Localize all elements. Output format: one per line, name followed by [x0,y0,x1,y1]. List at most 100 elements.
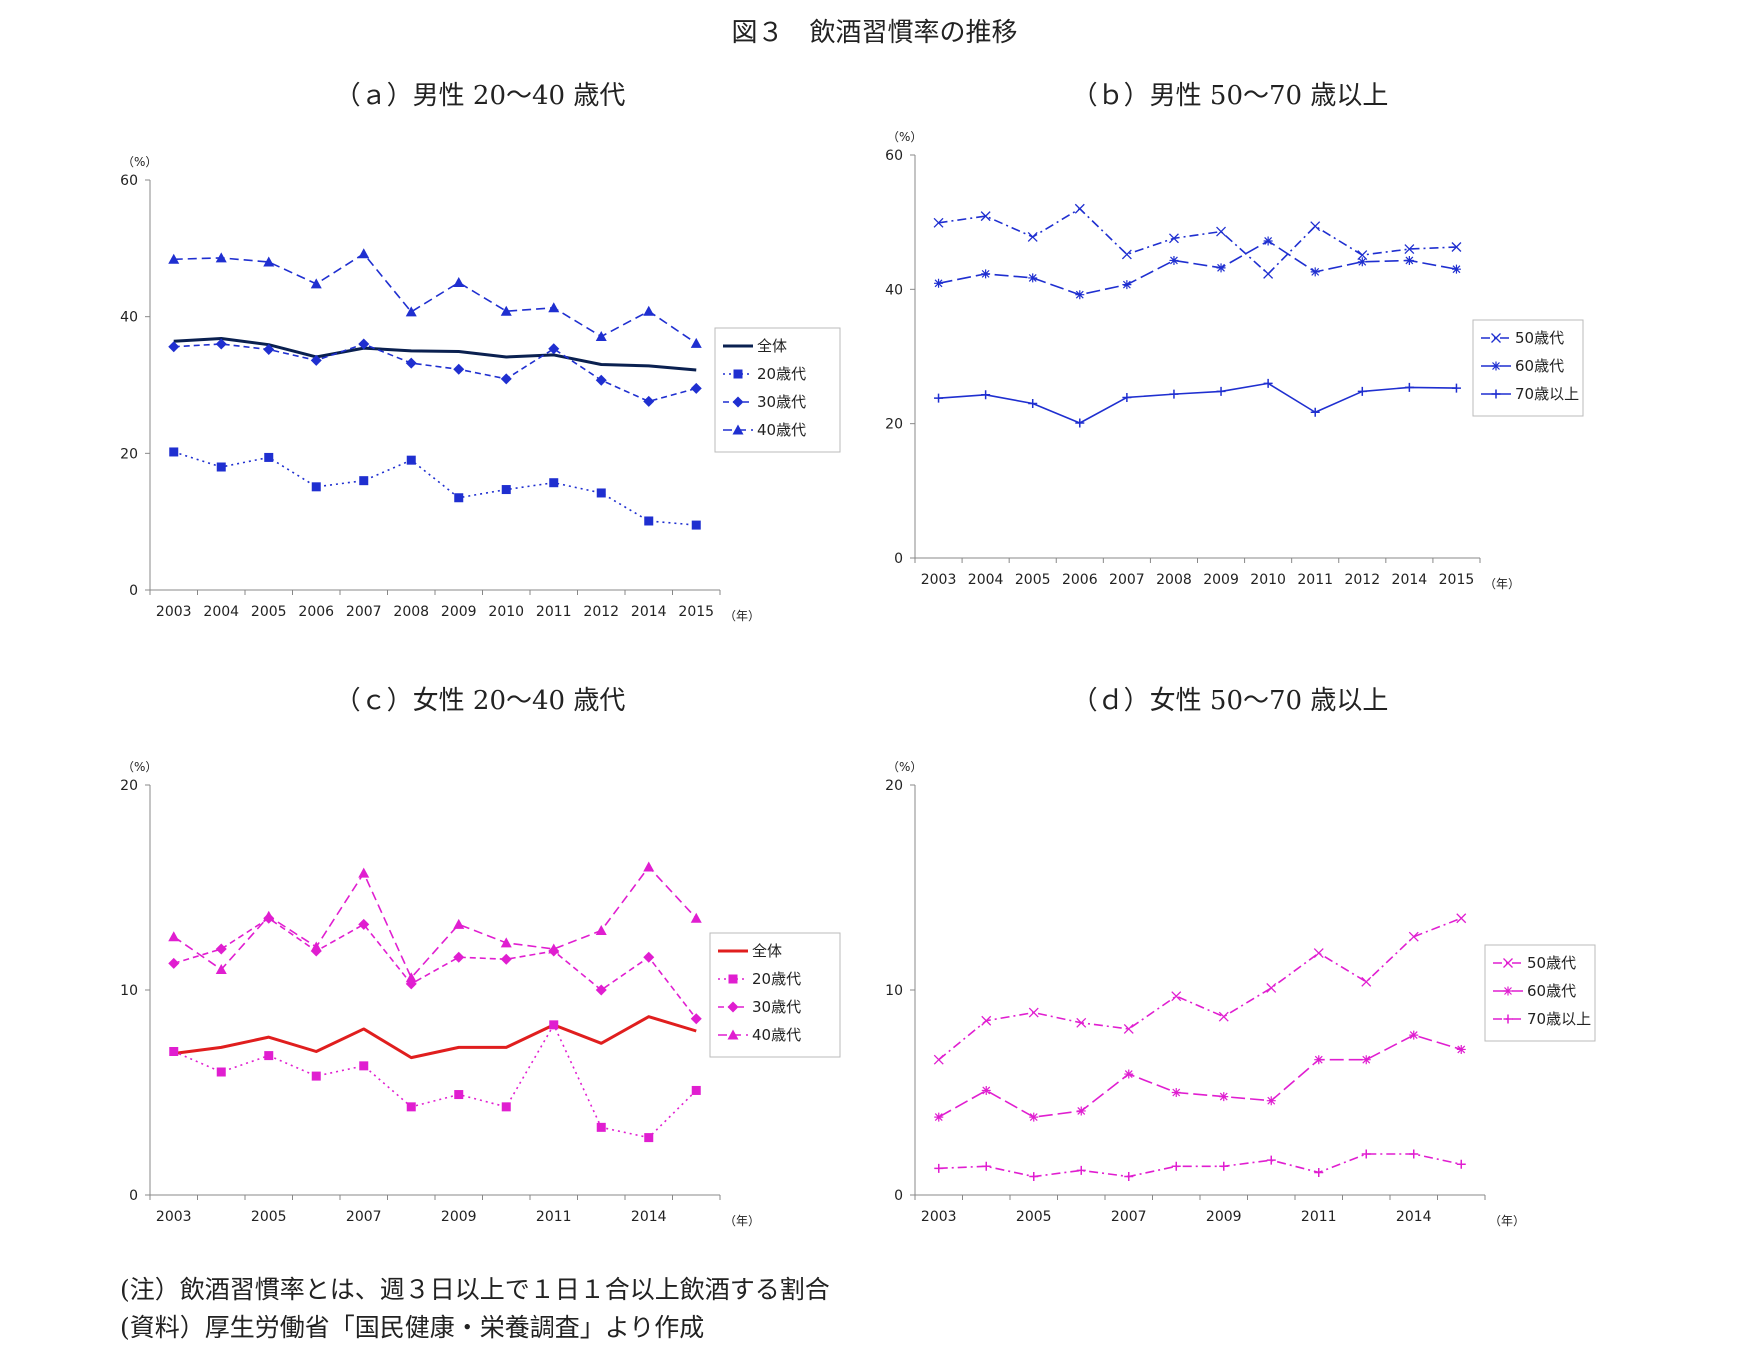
y-tick-label: 20 [120,446,138,462]
data-point [1451,383,1461,393]
series-line [938,207,1457,275]
legend-label: 30歳代 [752,998,801,1016]
y-tick-label: 0 [894,551,903,567]
data-point [981,390,991,400]
data-point [1263,268,1274,279]
data-point [1029,1112,1039,1122]
legend-marker [1503,986,1513,996]
legend-label: 40歳代 [752,1026,801,1044]
data-point [310,941,322,952]
data-point [644,516,654,526]
data-point [1219,1092,1229,1102]
data-point [1310,221,1321,232]
y-tick-label: 0 [894,1188,903,1204]
data-point [980,211,991,222]
data-point [1263,236,1273,246]
legend: 全体 20歳代 30歳代 40歳代 [709,932,841,1058]
data-point [216,1067,226,1077]
y-tick-label: 20 [120,778,138,794]
x-axis-label: （年） [724,609,760,623]
series-1 [173,337,697,372]
data-point [1122,392,1132,402]
data-point [1219,1161,1229,1171]
series-4 [168,248,702,348]
data-point [595,925,607,936]
data-point [548,343,560,355]
legend-label: 20歳代 [757,365,806,383]
chart-d-title: （ｄ）女性 50～70 歳以上 [1071,686,1389,716]
data-point [1076,1165,1086,1175]
data-point [691,520,701,530]
data-point [1121,249,1132,260]
data-point [358,867,370,878]
series-line [938,382,1457,424]
x-tick-label: 2010 [1250,572,1286,588]
data-point [1361,1149,1371,1159]
x-tick-label: 2005 [251,1209,287,1225]
data-point [310,278,322,289]
figure-title: 図３ 飲酒習慣率の推移 [731,18,1018,48]
data-point [1028,273,1038,283]
data-point [263,343,275,355]
data-point [1216,263,1226,273]
chart-d: 0 10 20 （%） 2003 2005 2007 2009 2011 2014 （年） 50歳代 6… [885,760,1596,1228]
series-line [173,1024,697,1139]
data-point [690,1013,702,1025]
data-point [453,363,465,375]
data-point [405,978,417,990]
x-tick-label: 2009 [441,1209,477,1225]
data-point [311,482,321,492]
data-point [981,1085,991,1095]
data-point [1361,1055,1371,1065]
data-point [169,447,179,457]
x-tick-label: 2011 [536,604,572,620]
x-tick-label: 2007 [346,1209,382,1225]
data-point [1456,913,1467,924]
legend: 全体 20歳代 30歳代 40歳代 [714,327,841,453]
data-point [1409,1149,1419,1159]
x-tick-label: 2005 [251,604,287,620]
x-axis-label: （年） [1484,577,1520,591]
data-point [264,1051,274,1061]
data-point [1314,1055,1324,1065]
series-line [938,917,1462,1061]
series-line [173,1015,697,1060]
data-point [215,943,227,955]
data-point [168,957,180,969]
data-point [215,964,227,974]
data-point [596,1122,606,1132]
data-point [405,306,417,317]
data-point [643,305,655,316]
data-point [1123,1023,1134,1034]
data-point [453,918,465,929]
data-point [1122,280,1132,290]
data-point [1124,1172,1134,1182]
legend-marker [732,396,744,408]
data-point [1404,382,1414,392]
data-point [501,1102,511,1112]
data-point [1027,231,1038,242]
data-point [981,1161,991,1171]
data-point [1404,255,1414,265]
data-point [933,1054,944,1065]
data-point [1075,418,1085,428]
x-tick-label: 2012 [1344,572,1380,588]
legend-box [1484,944,1596,1042]
data-point [1266,1096,1276,1106]
data-point [500,937,512,948]
data-point [934,278,944,288]
data-point [933,217,944,228]
x-tick-label: 2011 [1297,572,1333,588]
series-line [173,917,697,1020]
y-axis-label: （%） [122,155,157,169]
series-3 [168,912,702,1025]
data-point [168,341,180,353]
data-point [263,910,275,921]
data-point [215,252,227,263]
legend-marker [1503,1014,1513,1024]
data-point [1263,378,1273,388]
legend-label: 50歳代 [1515,329,1564,347]
data-point [690,337,702,348]
data-point [549,478,559,488]
series-line [173,343,697,403]
